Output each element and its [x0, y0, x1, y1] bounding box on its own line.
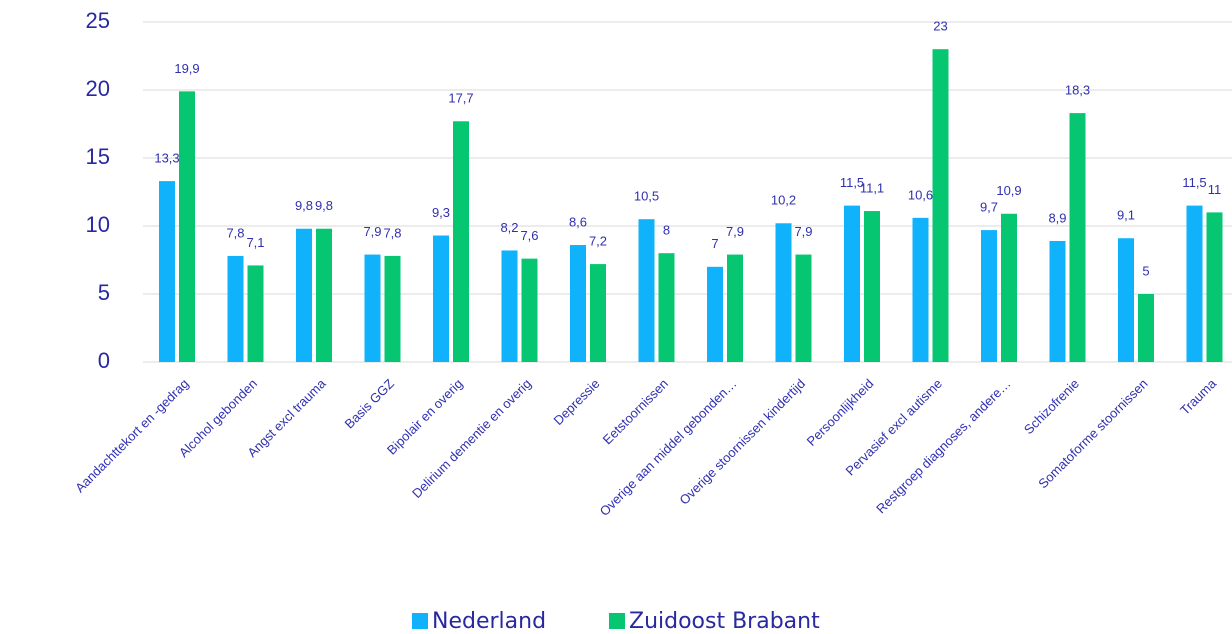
bar: [1001, 213, 1017, 362]
bar: [727, 254, 743, 362]
bar: [521, 258, 538, 362]
value-label: 11,5: [1182, 175, 1206, 190]
x-tick-label: Aandachttekort en -gedrag: [72, 376, 191, 495]
bar: [932, 49, 949, 362]
bar: [1138, 294, 1154, 362]
bar: [1118, 238, 1134, 362]
x-tick-label: Eetstoornissen: [600, 376, 671, 447]
bar: [227, 255, 244, 362]
bar: [707, 266, 723, 362]
bar: [864, 211, 880, 362]
x-tick-label: Trauma: [1177, 375, 1219, 417]
bar: [501, 250, 518, 362]
bar: [247, 265, 264, 362]
value-label: 7,6: [520, 228, 538, 243]
x-tick-label: Depressie: [551, 376, 603, 428]
bar: [981, 230, 997, 362]
x-tick-label: Delirium dementie en overig: [409, 376, 534, 501]
y-tick-label: 15: [86, 144, 110, 169]
bar: [296, 228, 312, 362]
value-label: 11,1: [860, 180, 884, 195]
bar: [159, 181, 175, 362]
bar: [638, 219, 655, 362]
y-tick-label: 0: [98, 348, 110, 373]
x-tick-label: Overige aan middel gebonden…: [597, 376, 740, 519]
value-label: 10,5: [634, 189, 659, 204]
bar: [844, 205, 860, 362]
y-tick-label: 25: [86, 8, 110, 33]
y-tick-label: 5: [98, 280, 110, 305]
bar: [453, 121, 469, 362]
bar: [1069, 113, 1086, 363]
value-label: 9,3: [432, 205, 450, 220]
value-label: 7,8: [226, 225, 244, 240]
value-label: 7: [711, 236, 718, 251]
y-tick-label: 10: [86, 212, 110, 237]
value-label: 23: [933, 19, 947, 34]
bar: [179, 91, 195, 363]
value-label: 8: [663, 223, 670, 238]
bar: [364, 254, 381, 362]
legend-swatch: [412, 613, 428, 629]
value-label: 5: [1142, 263, 1149, 278]
value-label: 13,3: [154, 151, 179, 166]
x-tick-label: Restgroep diagnoses, andere…: [873, 376, 1013, 516]
bar: [590, 264, 606, 362]
value-label: 7,9: [363, 224, 381, 239]
x-tick-label: Schizofrenie: [1021, 376, 1082, 437]
value-label: 9,7: [980, 200, 998, 215]
bar: [795, 254, 812, 362]
value-label: 10,6: [908, 187, 933, 202]
bar: [912, 217, 929, 362]
value-label: 19,9: [174, 61, 199, 76]
value-label: 11,5: [840, 175, 864, 190]
value-label: 8,6: [569, 214, 587, 229]
value-label: 8,9: [1048, 210, 1066, 225]
value-label: 7,1: [246, 235, 264, 250]
value-label: 7,9: [726, 224, 744, 239]
bar: [570, 245, 586, 362]
value-label: 11: [1208, 182, 1222, 197]
legend-label: Zuidoost Brabant: [629, 609, 820, 634]
y-tick-label: 20: [86, 76, 110, 101]
value-label: 18,3: [1065, 83, 1090, 98]
x-tick-label: Basis GGZ: [341, 376, 397, 432]
legend-swatch: [609, 613, 625, 629]
bar: [775, 223, 792, 362]
bar: [1186, 205, 1203, 362]
value-label: 7,2: [589, 234, 607, 249]
bar: [1206, 212, 1223, 362]
value-label: 8,2: [500, 220, 518, 235]
value-label: 10,9: [996, 183, 1021, 198]
x-tick-label: Somatoforme stoornissen: [1035, 376, 1150, 491]
value-label: 9,1: [1117, 208, 1135, 223]
legend-label: Nederland: [432, 609, 546, 634]
value-label: 10,2: [771, 193, 796, 208]
x-tick-label: Persoonlijkheid: [804, 376, 877, 449]
value-label: 7,9: [794, 224, 812, 239]
x-tick-label: Overige stoornissen kindertijd: [676, 376, 808, 508]
bar: [433, 235, 449, 362]
bar: [316, 228, 332, 362]
bar: [384, 255, 401, 362]
bar: [658, 253, 675, 362]
value-label: 9,8: [315, 198, 333, 213]
value-label: 17,7: [448, 91, 473, 106]
value-label: 9,8: [295, 198, 313, 213]
bar: [1049, 240, 1066, 362]
value-label: 7,8: [383, 225, 401, 240]
